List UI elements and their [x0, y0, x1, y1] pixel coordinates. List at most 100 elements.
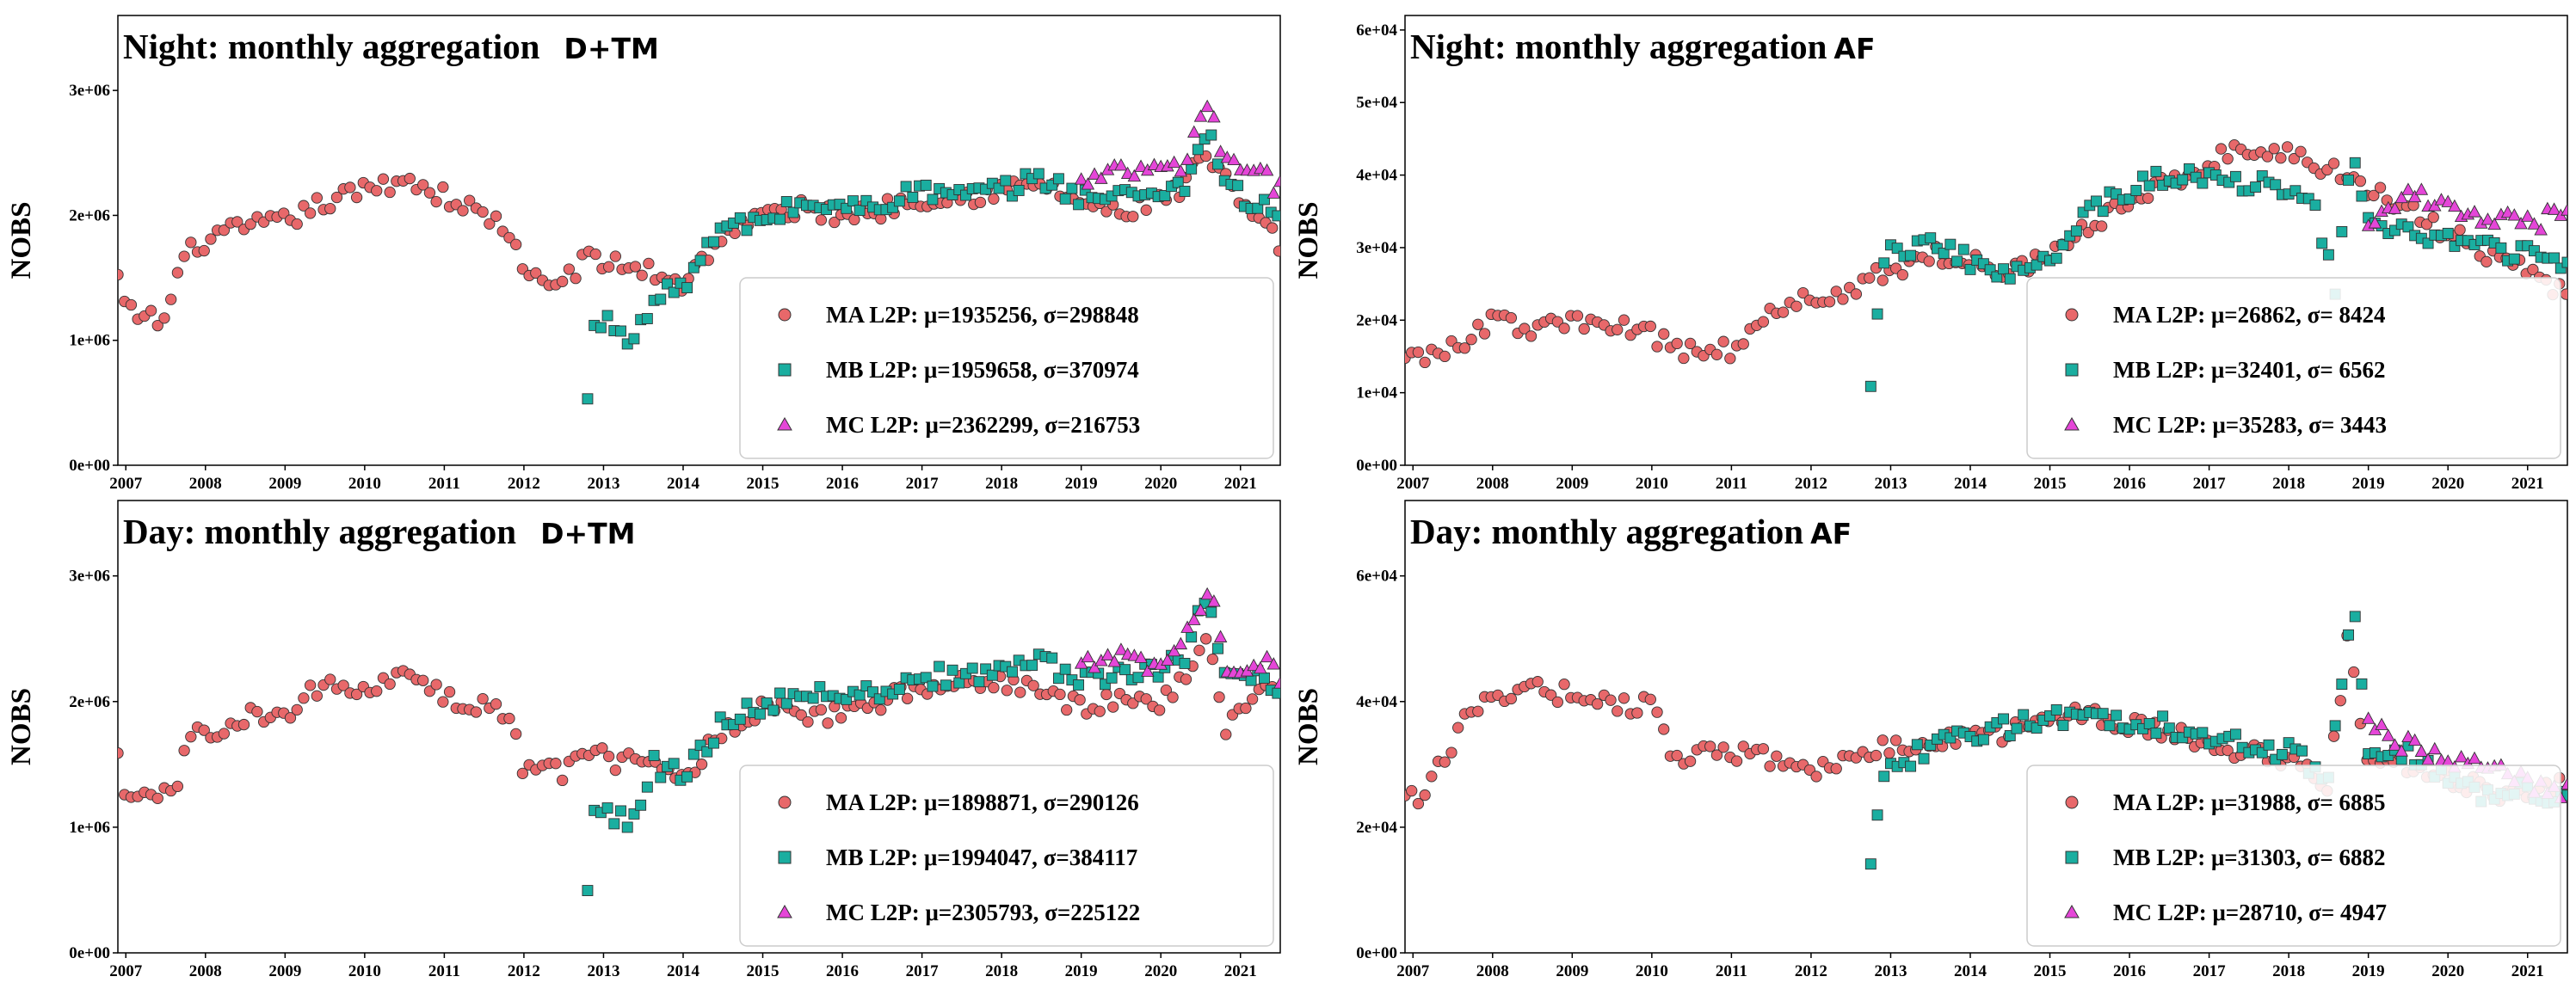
data-point-mb-l2p	[2422, 237, 2434, 249]
x-tick-label: 2008	[1476, 962, 1509, 980]
data-point-mb-l2p	[608, 818, 620, 830]
data-point-mc-l2p	[1207, 594, 1221, 607]
x-tick-label: 2008	[189, 962, 222, 980]
data-point-ma-l2p	[1631, 707, 1643, 719]
data-point-ma-l2p	[251, 705, 263, 718]
chart-tag: D+TM	[540, 517, 635, 550]
y-tick-label: 0e+00	[69, 944, 110, 962]
data-point-ma-l2p	[1923, 255, 1935, 267]
data-point-mb-l2p	[708, 236, 719, 248]
data-point-mb-l2p	[774, 687, 786, 699]
data-point-ma-l2p	[570, 272, 582, 285]
data-point-mc-l2p	[1114, 642, 1128, 655]
legend-marker	[777, 904, 792, 918]
data-point-ma-l2p	[1525, 330, 1538, 342]
data-point-mb-l2p	[1059, 193, 1071, 205]
data-point-mc-l2p	[1266, 657, 1280, 670]
data-point-mc-l2p	[1260, 649, 1274, 663]
y-axis-label: NOBS	[1293, 202, 1324, 279]
data-point-ma-l2p	[1612, 705, 1624, 717]
data-point-mc-l2p	[1074, 172, 1088, 185]
data-point-ma-l2p	[829, 216, 841, 229]
data-point-mb-l2p	[767, 704, 780, 716]
data-point-ma-l2p	[298, 200, 310, 212]
data-point-ma-l2p	[609, 764, 621, 777]
data-point-mb-l2p	[787, 206, 799, 218]
data-point-ma-l2p	[1757, 743, 1770, 755]
data-point-mb-l2p	[920, 672, 932, 684]
data-point-ma-l2p	[1717, 335, 1729, 347]
data-point-ma-l2p	[423, 187, 436, 199]
data-point-ma-l2p	[1671, 749, 1683, 762]
data-point-mc-l2p	[2480, 212, 2495, 225]
data-point-mc-l2p	[1227, 152, 1241, 166]
data-point-ma-l2p	[1531, 676, 1544, 688]
x-tick-label: 2008	[189, 475, 222, 493]
data-point-ma-l2p	[516, 767, 529, 780]
data-point-mb-l2p	[615, 325, 626, 337]
data-point-mb-l2p	[2356, 190, 2368, 202]
data-point-ma-l2p	[988, 193, 1000, 205]
data-point-ma-l2p	[1001, 685, 1013, 697]
data-point-mb-l2p	[1944, 238, 1957, 250]
legend-marker	[2065, 308, 2079, 322]
data-point-ma-l2p	[875, 704, 887, 716]
data-point-mc-l2p	[2507, 208, 2522, 221]
data-point-mb-l2p	[2561, 256, 2567, 268]
data-point-ma-l2p	[1140, 693, 1152, 705]
data-point-ma-l2p	[218, 224, 231, 236]
data-point-mb-l2p	[2143, 718, 2155, 729]
data-point-ma-l2p	[2281, 141, 2294, 153]
data-point-ma-l2p	[244, 218, 256, 230]
data-point-mb-l2p	[2270, 179, 2282, 191]
data-point-mb-l2p	[2296, 745, 2308, 757]
data-points	[118, 99, 1280, 405]
x-tick-label: 2009	[1556, 962, 1588, 980]
data-point-mb-l2p	[2177, 174, 2189, 186]
data-point-ma-l2p	[1180, 673, 1192, 685]
data-point-ma-l2p	[1651, 341, 1663, 353]
data-point-ma-l2p	[1684, 337, 1697, 350]
data-point-mc-l2p	[1088, 660, 1101, 673]
data-point-ma-l2p	[602, 261, 615, 273]
data-point-mb-l2p	[1186, 163, 1198, 175]
data-point-mb-l2p	[1259, 673, 1270, 684]
data-point-ma-l2p	[284, 712, 297, 724]
data-point-mb-l2p	[681, 282, 693, 294]
data-point-ma-l2p	[291, 218, 303, 230]
data-point-ma-l2p	[185, 236, 197, 249]
data-point-mb-l2p	[2349, 611, 2361, 623]
data-point-ma-l2p	[1505, 311, 1518, 324]
data-point-ma-l2p	[1478, 328, 1491, 340]
data-point-ma-l2p	[437, 181, 449, 193]
data-point-mb-l2p	[1864, 380, 1877, 392]
data-point-ma-l2p	[1419, 789, 1431, 802]
data-point-mc-l2p	[1107, 654, 1121, 667]
x-tick-label: 2021	[1224, 962, 1257, 980]
data-point-ma-l2p	[2560, 288, 2567, 300]
data-point-mc-l2p	[2394, 190, 2408, 204]
data-point-ma-l2p	[1240, 702, 1252, 715]
y-tick-label: 2e+06	[69, 206, 110, 224]
x-tick-label: 2013	[587, 475, 619, 493]
data-point-ma-l2p	[1618, 314, 1630, 326]
x-tick-label: 2010	[1636, 962, 1668, 980]
data-point-mb-l2p	[2018, 709, 2030, 721]
data-point-mb-l2p	[1152, 671, 1164, 683]
data-point-ma-l2p	[2096, 220, 2108, 232]
data-point-mb-l2p	[741, 224, 753, 236]
data-point-ma-l2p	[484, 218, 496, 230]
data-point-mc-l2p	[1074, 656, 1088, 669]
data-point-ma-l2p	[158, 312, 170, 324]
data-point-mb-l2p	[966, 662, 978, 674]
data-point-ma-l2p	[1551, 696, 1564, 709]
data-point-mc-l2p	[1273, 174, 1280, 187]
data-point-mb-l2p	[2508, 253, 2520, 265]
data-point-mb-l2p	[615, 805, 626, 817]
data-point-ma-l2p	[802, 716, 814, 728]
plot-frame	[1404, 15, 2568, 466]
data-point-mb-l2p	[1925, 232, 1937, 244]
data-point-mc-l2p	[1174, 163, 1188, 177]
data-point-mc-l2p	[1100, 648, 1115, 660]
data-point-mb-l2p	[2229, 170, 2241, 182]
